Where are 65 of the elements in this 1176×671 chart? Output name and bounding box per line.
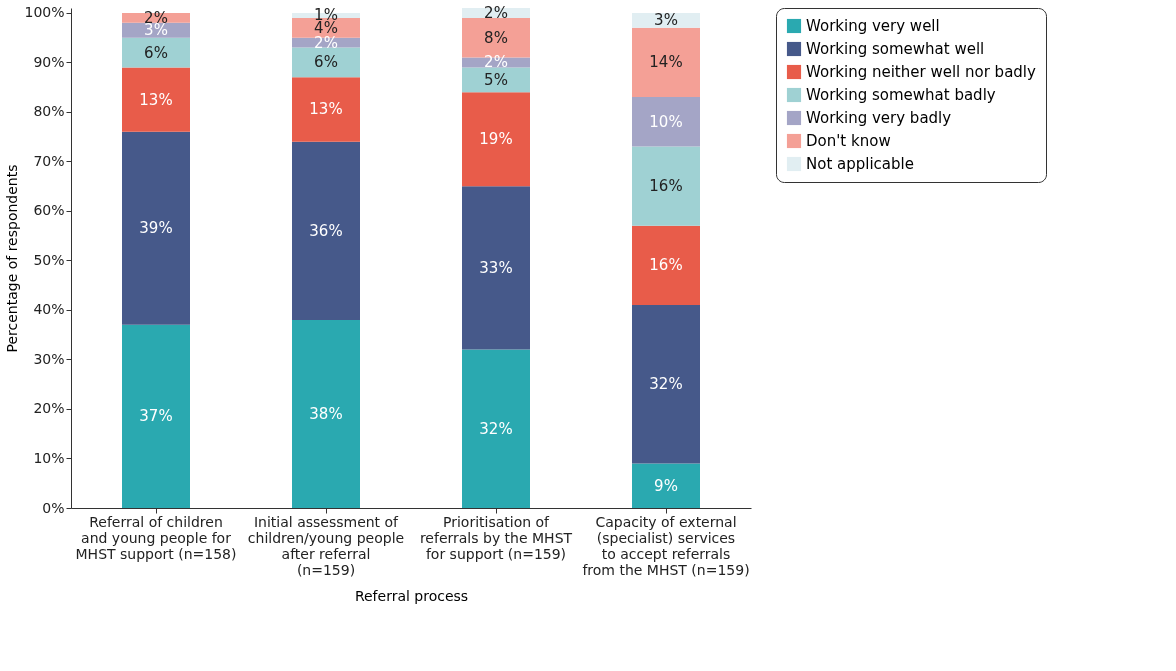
y-tick-label: 80% xyxy=(33,103,65,120)
data-label: 9% xyxy=(654,476,678,495)
bar xyxy=(122,324,190,508)
x-tick-label: Prioritisation of referrals by the MHST for support (n=159) xyxy=(419,513,573,562)
bar xyxy=(462,67,530,93)
data-label: 38% xyxy=(309,404,343,423)
bar xyxy=(462,92,530,187)
data-label: 14% xyxy=(649,53,683,72)
y-tick-label: 60% xyxy=(33,202,65,219)
bar xyxy=(632,97,700,147)
data-label: 39% xyxy=(139,219,173,238)
data-label: 32% xyxy=(649,375,683,394)
legend-label: Not applicable xyxy=(806,155,914,173)
x-tick-label: Initial assessment of children/young people after referral (n=159) xyxy=(247,513,405,578)
data-label: 16% xyxy=(649,256,683,275)
x-tick-label: Capacity of external (specialist) services to accept referrals from the MHST (n=159) xyxy=(582,513,750,578)
bar xyxy=(632,27,700,98)
data-label: 2% xyxy=(484,53,508,72)
bar xyxy=(462,186,530,350)
data-label: 2% xyxy=(484,3,508,22)
y-tick-label: 0% xyxy=(42,499,65,516)
bar xyxy=(292,141,360,320)
x-axis-title: Referral process xyxy=(354,587,469,604)
data-label: 3% xyxy=(654,11,678,30)
data-label: 10% xyxy=(649,112,683,131)
bar xyxy=(462,349,530,508)
bar xyxy=(122,67,190,132)
data-label: 6% xyxy=(144,43,168,62)
legend-label: Working very badly xyxy=(806,109,952,127)
data-label: 5% xyxy=(484,70,508,89)
y-tick-label: 40% xyxy=(33,301,65,318)
data-label: 32% xyxy=(479,419,513,438)
y-axis-title: Percentage of respondents xyxy=(4,164,21,353)
data-label: 13% xyxy=(139,90,173,109)
legend-label: Working somewhat badly xyxy=(806,86,996,104)
y-tick-label: 30% xyxy=(33,350,65,367)
legend-label: Working neither well nor badly xyxy=(806,63,1037,81)
bar xyxy=(292,319,360,508)
bar xyxy=(632,463,700,508)
data-label: 33% xyxy=(479,258,513,277)
data-label: 19% xyxy=(479,130,513,149)
x-tick-label: Referral of children and young people for MHST support (n=158) xyxy=(75,513,237,562)
y-tick-label: 50% xyxy=(33,251,65,268)
bar xyxy=(292,77,360,142)
bar xyxy=(292,47,360,78)
legend-label: Working somewhat well xyxy=(806,40,985,58)
data-label: 16% xyxy=(649,177,683,196)
y-tick-label: 100% xyxy=(24,4,65,21)
legend-label: Don't know xyxy=(806,132,891,150)
bar xyxy=(632,146,700,226)
data-label: 8% xyxy=(484,28,508,47)
bar xyxy=(632,225,700,306)
y-tick-label: 70% xyxy=(33,152,65,169)
bar xyxy=(632,305,700,464)
y-tick-label: 10% xyxy=(33,450,65,466)
data-label: 13% xyxy=(309,100,343,119)
legend-label: Working very well xyxy=(806,17,940,35)
y-tick-label: 90% xyxy=(33,53,65,70)
data-label: 6% xyxy=(314,53,338,72)
data-label: 37% xyxy=(139,407,173,426)
y-tick-label: 20% xyxy=(33,400,65,417)
bar xyxy=(122,37,190,68)
bar xyxy=(122,131,190,325)
data-label: 36% xyxy=(309,221,343,240)
data-label: 2% xyxy=(314,33,338,52)
